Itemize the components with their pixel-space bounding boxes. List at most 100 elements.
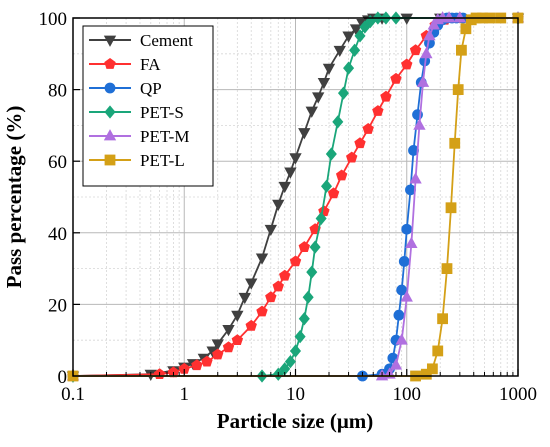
data-point-qp (398, 256, 410, 267)
data-point-cement (312, 92, 325, 104)
data-point-pet-s (302, 290, 314, 304)
data-point-cement (231, 310, 244, 322)
data-point-pet-s (294, 329, 306, 344)
y-tick-label: 80 (48, 81, 67, 102)
legend-label: PET-L (140, 151, 185, 170)
data-point-cement (305, 106, 318, 118)
legend-label: Cement (140, 31, 193, 50)
data-point-pet-m (395, 333, 408, 345)
data-point-cement (264, 224, 277, 237)
data-point-cement (333, 45, 346, 58)
y-tick-label: 0 (58, 367, 68, 388)
x-tick-label: 1 (180, 384, 190, 405)
data-point-fa (390, 72, 402, 84)
data-point-fa (231, 334, 244, 346)
data-point-fa (272, 280, 284, 292)
axis-ticks: 0.1 1 10 100 1000 0 20 40 60 80 100 (39, 9, 538, 405)
data-point-fa (362, 122, 374, 134)
data-point-fa (279, 269, 291, 281)
legend-marker (103, 35, 117, 47)
legend: Cement FA QP PET-S PET-M PET-L (82, 25, 214, 187)
data-point-fa (335, 169, 348, 181)
data-point-pet-s (320, 179, 333, 193)
data-point-cement (211, 339, 224, 351)
data-point-fa (401, 58, 413, 70)
data-point-pet-m (442, 11, 456, 23)
data-point-cement (317, 78, 331, 90)
data-point-fa (372, 105, 384, 116)
x-tick-label: 1000 (499, 384, 537, 405)
data-point-fa (298, 241, 311, 252)
legend-label: QP (140, 79, 162, 98)
data-point-pet-m (453, 11, 467, 23)
data-point-fa (201, 355, 213, 367)
x-axis-title: Particle size (μm) (217, 409, 374, 433)
legend-label: PET-S (140, 103, 184, 122)
data-point-pet-l (460, 23, 472, 35)
data-point-qp (401, 223, 413, 235)
y-tick-label: 40 (48, 224, 67, 245)
data-point-pet-m (405, 236, 418, 248)
legend-item-cement: Cement (89, 31, 193, 50)
data-point-pet-s (284, 355, 296, 369)
legend-item-pet-m: PET-M (89, 127, 189, 146)
data-point-cement (400, 13, 413, 25)
data-point-pet-s (289, 344, 302, 358)
data-point-qp (393, 309, 405, 321)
data-point-fa (212, 348, 224, 360)
data-point-cement (342, 31, 355, 43)
x-tick-label: 0.1 (61, 384, 85, 405)
x-tick-label: 100 (393, 384, 422, 405)
data-point-pet-l (445, 202, 457, 214)
data-point-pet-s (337, 86, 350, 100)
data-point-fa (345, 151, 358, 163)
legend-marker (104, 82, 116, 94)
legend-item-qp: QP (89, 79, 162, 98)
data-point-pet-s (349, 43, 361, 57)
data-point-cement (298, 128, 311, 140)
data-point-cement (222, 325, 235, 337)
data-point-fa (380, 90, 392, 102)
data-point-pet-l (432, 345, 444, 357)
data-point-fa (354, 137, 366, 149)
data-point-fa (289, 255, 302, 267)
data-point-fa (256, 305, 268, 317)
legend-item-fa: FA (89, 55, 161, 74)
data-point-cement (289, 153, 302, 165)
legend-marker (103, 129, 117, 141)
data-point-pet-s (315, 211, 327, 226)
y-tick-label: 60 (48, 152, 67, 173)
data-point-pet-l (456, 44, 467, 56)
data-point-fa (409, 44, 422, 56)
data-point-pet-m (389, 358, 403, 370)
data-point-pet-m (420, 46, 433, 59)
legend-item-pet-s: PET-S (89, 103, 184, 122)
data-point-pet-s (354, 29, 366, 43)
legend-item-pet-l: PET-L (89, 151, 185, 170)
data-point-fa (222, 341, 235, 353)
legend-marker (104, 154, 116, 166)
legend-label: FA (140, 55, 161, 74)
data-point-fa (327, 187, 340, 199)
data-point-pet-l (437, 313, 448, 325)
data-point-fa (245, 319, 257, 331)
y-tick-label: 20 (48, 295, 67, 316)
data-point-cement (284, 167, 297, 179)
data-point-cement (245, 278, 258, 290)
legend-marker (104, 105, 116, 119)
data-point-pet-s (298, 312, 310, 326)
data-point-cement (278, 181, 291, 194)
data-point-fa (191, 359, 203, 371)
data-point-pet-m (416, 75, 430, 87)
series-fa (67, 12, 524, 381)
data-point-pet-m (409, 172, 422, 184)
data-point-pet-l (426, 363, 438, 375)
x-tick-label: 10 (286, 384, 305, 405)
data-point-pet-l (441, 263, 453, 275)
data-point-cement (272, 199, 285, 211)
data-point-pet-l (449, 137, 461, 149)
data-point-pet-m (413, 118, 426, 130)
data-point-pet-m (400, 290, 413, 302)
